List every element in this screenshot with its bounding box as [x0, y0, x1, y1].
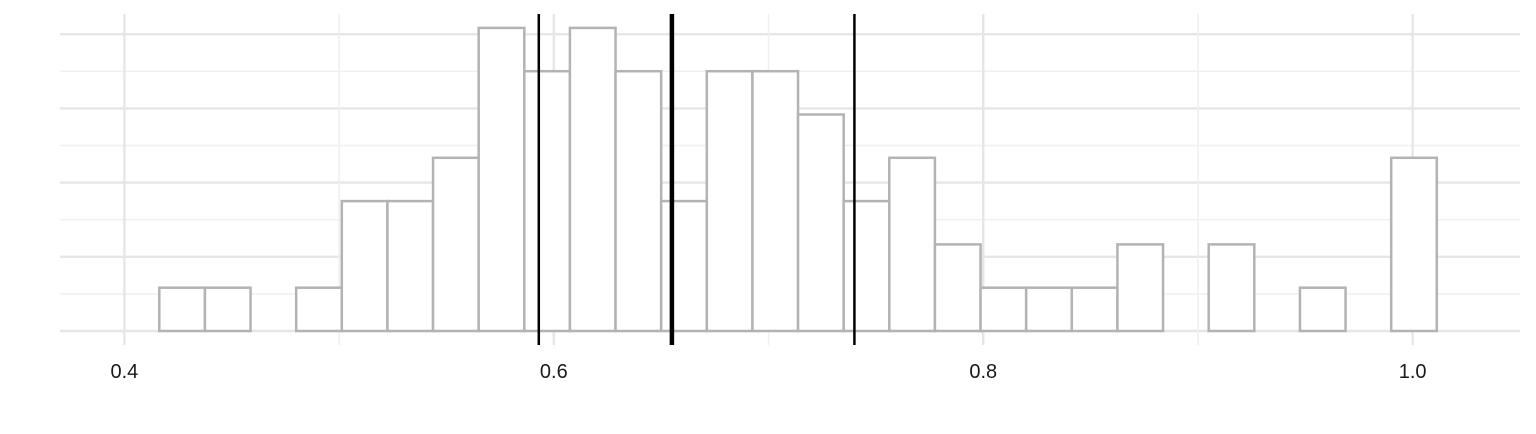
- histogram-bar: [933, 243, 982, 333]
- histogram-bar: [614, 69, 663, 333]
- histogram-bars: [158, 26, 1439, 333]
- histogram-bar: [294, 286, 344, 333]
- histogram-bar: [659, 199, 709, 333]
- histogram-bar: [1298, 286, 1347, 333]
- x-tick-label: 0.4: [111, 361, 139, 383]
- histogram-bar: [1070, 286, 1119, 333]
- histogram-bar: [340, 199, 389, 333]
- histogram-bar: [751, 69, 800, 333]
- histogram-bar: [1116, 243, 1165, 333]
- histogram-bar: [568, 26, 617, 333]
- histogram-bar: [158, 286, 207, 333]
- histogram-bar: [1024, 286, 1074, 333]
- histogram-bar: [979, 286, 1028, 333]
- x-tick-label: 0.8: [969, 361, 997, 383]
- histogram-bar: [888, 156, 937, 333]
- histogram-bar: [477, 26, 526, 333]
- x-axis-tick-labels: 0.4 0.6 0.8 1.0: [111, 361, 1427, 383]
- histogram-bar: [431, 156, 480, 333]
- histogram-bar: [705, 69, 754, 333]
- histogram-bar: [1207, 243, 1256, 333]
- x-tick-label: 0.6: [540, 361, 568, 383]
- histogram-bar: [842, 199, 891, 333]
- histogram-bar: [796, 113, 845, 333]
- histogram-bar: [203, 286, 252, 333]
- histogram-bar: [386, 199, 435, 333]
- x-tick-label: 1.0: [1399, 361, 1427, 383]
- histogram-bar: [523, 69, 572, 333]
- histogram-bar: [1389, 156, 1439, 333]
- reference-lines: [537, 14, 856, 345]
